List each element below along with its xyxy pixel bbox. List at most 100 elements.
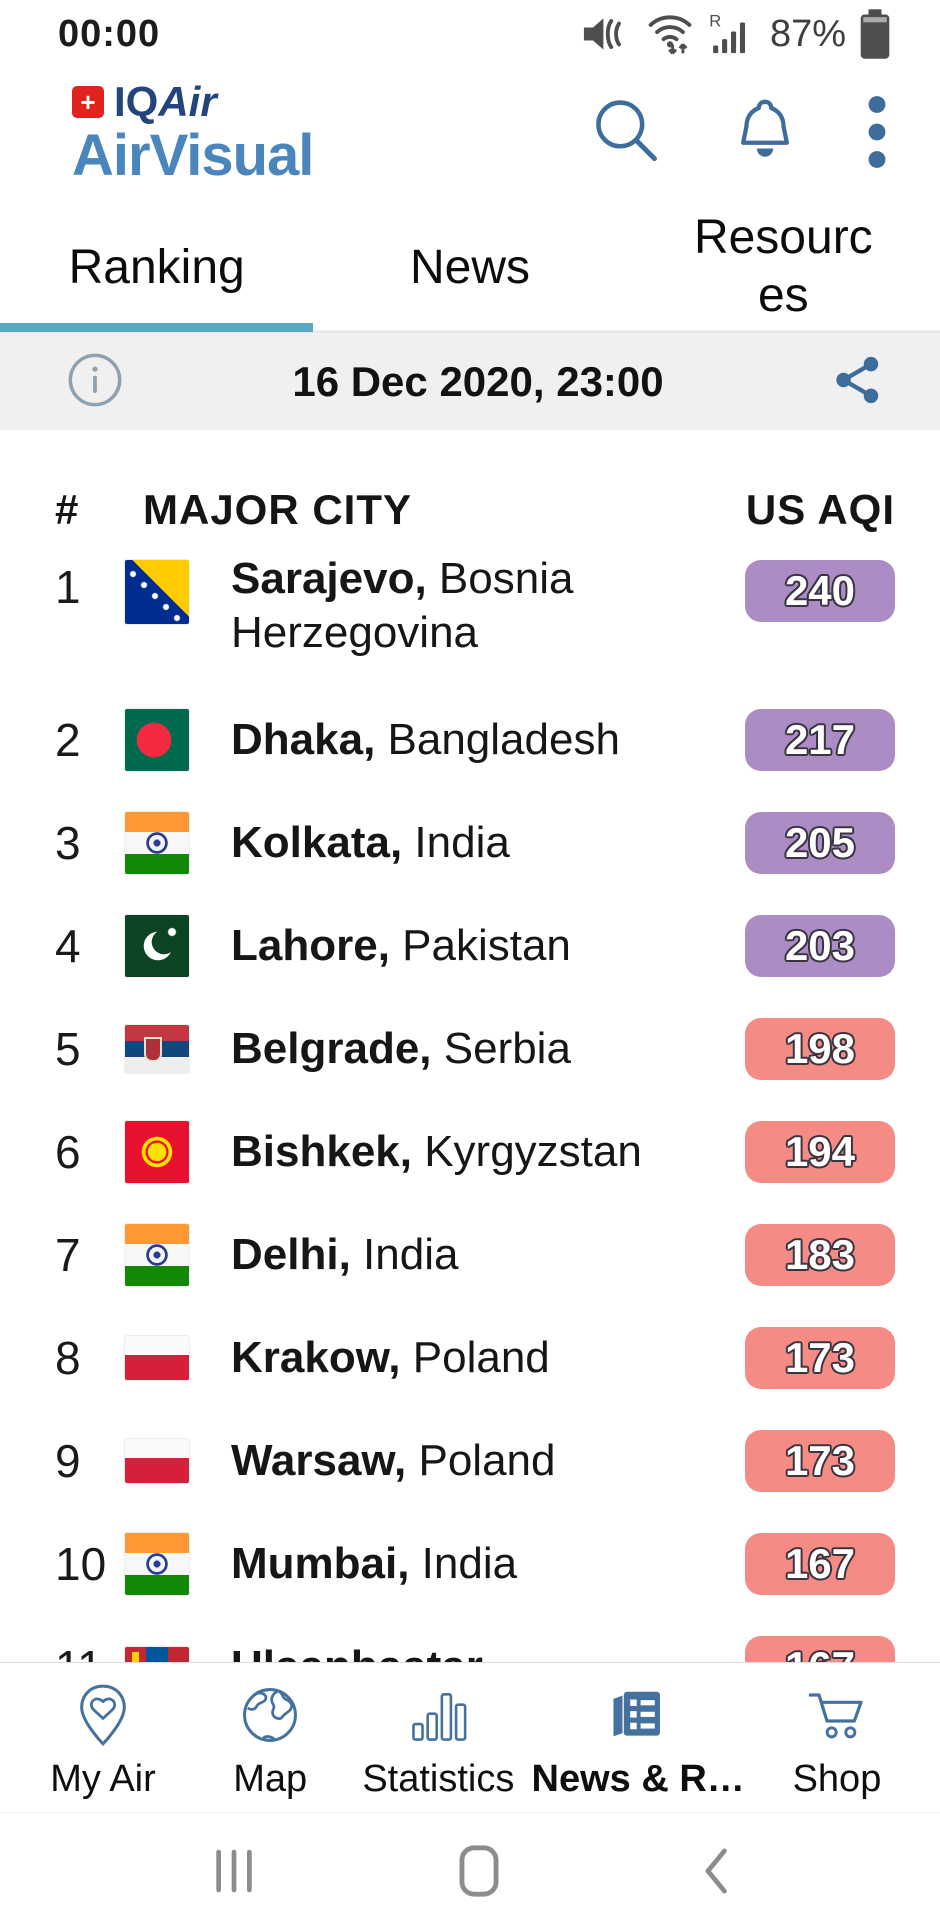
rank: 5 [55,1022,81,1075]
table-row[interactable]: 3 Kolkata, India 205 [0,791,940,894]
table-row[interactable]: 4 Lahore, Pakistan 203 [0,894,940,997]
iqair-logo-icon: + [72,85,104,118]
kebab-menu-icon [866,93,888,174]
flag-icon [125,708,189,771]
aqi-badge: 205 [745,811,895,874]
home-button[interactable] [457,1843,501,1902]
status-icons: R 87% [580,8,892,60]
share-icon [832,354,884,409]
android-nav-bar [0,1812,940,1932]
city-label: Belgrade, Serbia [231,1023,571,1073]
share-button[interactable] [832,354,884,409]
city-label: Delhi, India [231,1229,459,1279]
flag-icon [125,914,189,977]
info-button[interactable] [66,351,124,412]
nav-statistics[interactable]: Statistics [362,1681,514,1801]
rank: 2 [55,713,81,766]
search-button[interactable] [588,94,664,173]
recents-button[interactable] [210,1845,258,1900]
aqi-badge: 203 [745,914,895,977]
table-row[interactable]: 10 Mumbai, India 167 [0,1512,940,1615]
tab-bar: Ranking News Resources [0,204,940,332]
status-time: 00:00 [58,12,161,55]
overflow-menu-button[interactable] [866,93,888,174]
rank: 6 [55,1125,81,1178]
status-bar: 00:00 R [0,0,940,62]
ranking-timestamp: 16 Dec 2020, 23:00 [292,357,664,405]
flag-icon [125,1646,189,1662]
rank: 9 [55,1434,81,1487]
rank: 1 [55,561,81,613]
cart-icon [805,1681,869,1752]
city-label: Lahore, Pakistan [231,920,571,970]
aqi-badge: 217 [745,708,895,771]
table-row[interactable]: 9 Warsaw, Poland 173 [0,1409,940,1512]
back-button[interactable] [700,1845,730,1900]
info-icon [66,351,124,412]
rank: 4 [55,919,81,972]
back-icon [700,1845,730,1900]
city-label: Ulaanbaatar, [231,1640,745,1662]
nav-map[interactable]: Map [195,1681,345,1801]
tab-ranking[interactable]: Ranking [0,204,314,332]
table-row[interactable]: 1 Sarajevo, Bosnia Herzegovina 240 [0,552,940,688]
home-icon [457,1843,501,1902]
bell-icon [728,94,802,173]
nav-my-air[interactable]: My Air [28,1681,178,1801]
bottom-nav: My Air Map Stati [0,1662,940,1812]
notifications-button[interactable] [728,94,802,173]
app-header: + IQAir AirVisual [0,62,940,204]
app-logo: + IQAir AirVisual [72,77,314,189]
brand-iqair: IQAir [114,77,217,125]
tab-news[interactable]: News [409,240,530,294]
rank: 11 [55,1640,125,1663]
aqi-badge: 183 [745,1223,895,1286]
cellular-signal-icon: R [708,11,754,57]
flag-icon [125,1532,189,1595]
rank: 7 [55,1228,81,1281]
info-bar: 16 Dec 2020, 23:00 [0,332,940,430]
col-city: MAJOR CITY [143,486,413,533]
table-row[interactable]: 11 Ulaanbaatar, 167 [0,1615,940,1662]
aqi-badge: 173 [745,1326,895,1389]
aqi-badge: 167 [745,1635,895,1662]
table-row[interactable]: 8 Krakow, Poland 173 [0,1306,940,1409]
search-icon [588,94,664,173]
news-icon [607,1681,669,1752]
city-label: Mumbai, India [231,1538,518,1588]
flag-icon [125,560,189,624]
recents-icon [210,1845,258,1900]
aqi-badge: 198 [745,1017,895,1080]
brand-airvisual: AirVisual [72,122,314,188]
flag-icon [125,1335,189,1380]
table-row[interactable]: 6 Bishkek, Kyrgyzstan 194 [0,1100,940,1203]
city-label: Krakow, Poland [231,1332,550,1382]
mute-vibrate-icon [580,13,632,55]
nav-shop[interactable]: Shop [762,1681,912,1801]
tab-resources[interactable]: Resources [693,211,873,322]
aqi-badge: 173 [745,1429,895,1492]
aqi-badge: 194 [745,1120,895,1183]
flag-icon [125,1120,189,1183]
table-row[interactable]: 5 Belgrade, Serbia 198 [0,997,940,1100]
nav-news-ranking[interactable]: News & R… [532,1681,745,1801]
rank: 10 [55,1537,107,1590]
city-label: Kolkata, India [231,817,510,867]
ranking-list: # MAJOR CITY US AQI 1 Sarajevo, Bosnia H… [0,430,940,1662]
bar-chart-icon [407,1681,469,1752]
table-row[interactable]: 2 Dhaka, Bangladesh 217 [0,688,940,791]
rank: 3 [55,816,81,869]
city-label: Sarajevo, Bosnia Herzegovina [231,554,574,657]
aqi-badge: 167 [745,1532,895,1595]
flag-icon [125,1024,189,1073]
city-label: Dhaka, Bangladesh [231,714,620,764]
battery-percent: 87% [769,12,846,55]
globe-icon [237,1681,303,1752]
rank: 8 [55,1331,81,1384]
col-rank: # [55,486,80,533]
aqi-badge: 240 [745,560,895,622]
table-row[interactable]: 7 Delhi, India 183 [0,1203,940,1306]
city-label: Bishkek, Kyrgyzstan [231,1126,642,1176]
city-label: Warsaw, Poland [231,1435,556,1485]
